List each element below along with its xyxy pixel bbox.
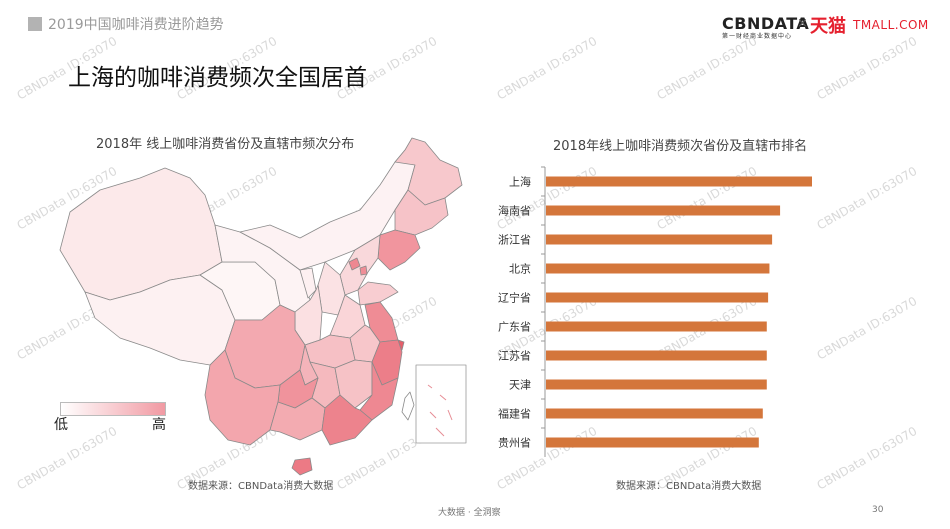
- cbndata-logo-subtitle: 第一财经商业数据中心: [722, 33, 793, 40]
- map-province-guangdong: [321, 394, 373, 446]
- chart-bar: [546, 408, 763, 419]
- china-map: [59, 137, 467, 476]
- logo-separator: ×: [797, 16, 808, 31]
- chart-category-label: 贵州省: [498, 437, 531, 450]
- chart-category-label: 广东省: [498, 321, 531, 334]
- watermark-text: CBNData ID:63070: [495, 34, 600, 103]
- chart-category-label: 上海: [509, 175, 531, 189]
- watermark-text: CBNData ID:63070: [495, 424, 600, 493]
- chart-category-label: 浙江省: [498, 234, 531, 247]
- map-legend: 低 高: [54, 402, 166, 433]
- watermark-text: CBNData ID:63070: [815, 164, 920, 233]
- section-header: 2019中国咖啡消费进阶趋势: [28, 14, 224, 34]
- chart-category-label: 天津: [509, 379, 531, 392]
- chart-bar: [546, 234, 773, 245]
- watermark-text: CBNData ID:63070: [815, 294, 920, 363]
- page-number: 30: [872, 505, 884, 515]
- watermark-text: CBNData ID:63070: [495, 164, 600, 233]
- map-province-hainan: [291, 457, 313, 476]
- section-label: 2019中国咖啡消费进阶趋势: [48, 17, 224, 33]
- map-province-beijing: [348, 257, 361, 271]
- watermark-text: CBNData ID:63070: [815, 424, 920, 493]
- chart-bar: [546, 263, 770, 274]
- legend-gradient: [60, 402, 166, 416]
- south-china-sea-inset: [415, 364, 467, 444]
- page-title: 上海的咖啡消费频次全国居首: [68, 65, 367, 91]
- map-province-shandong: [357, 281, 399, 306]
- legend-low-label: 低: [54, 417, 68, 433]
- footer-text: 大数据 · 全洞察: [438, 508, 501, 518]
- chart-bar: [546, 321, 767, 332]
- chart-category-label: 海南省: [498, 204, 531, 218]
- chart-bar: [546, 205, 781, 216]
- map-source-note: 数据来源：CBNData消费大数据: [188, 481, 334, 492]
- map-province-fujian: [359, 361, 399, 421]
- south-china-sea-islands: [427, 384, 453, 437]
- chart-bar: [546, 379, 767, 390]
- map-province-heilongjiang: [394, 137, 463, 206]
- map-province-liaoning: [377, 229, 421, 271]
- section-marker: [28, 17, 42, 31]
- chart-category-label: 北京: [509, 262, 531, 276]
- chart-title: 2018年线上咖啡消费频次省份及直辖市排名: [553, 139, 808, 154]
- chart-category-label: 江苏省: [498, 350, 531, 363]
- chart-source-note: 数据来源：CBNData消费大数据: [616, 481, 762, 492]
- chart-bar: [546, 350, 767, 361]
- watermark-text: CBNData ID:63070: [815, 34, 920, 103]
- legend-high-label: 高: [152, 417, 166, 433]
- map-province-taiwan: [401, 391, 415, 421]
- cbndata-logo-text: CBNDATA: [722, 14, 810, 33]
- watermark-text: CBNData ID:63070: [655, 164, 760, 233]
- map-title: 2018年 线上咖啡消费省份及直辖市频次分布: [96, 137, 355, 152]
- map-province-jilin: [394, 189, 449, 236]
- chart-bar: [546, 292, 769, 303]
- watermark-text: CBNData ID:63070: [15, 424, 120, 493]
- tmall-logo-en: TMALL.COM: [853, 18, 929, 32]
- chart-bar: [546, 176, 812, 187]
- chart-category-label: 福建省: [498, 407, 531, 421]
- cbndata-logo: CBNDATA 第一财经商业数据中心: [722, 14, 809, 40]
- chart-category-label: 辽宁省: [498, 291, 531, 305]
- watermark-text: CBNData ID:63070: [655, 34, 760, 103]
- chart-bar: [546, 437, 759, 448]
- tmall-logo-cn: 天猫: [810, 16, 846, 37]
- map-province-tianjin: [359, 265, 368, 276]
